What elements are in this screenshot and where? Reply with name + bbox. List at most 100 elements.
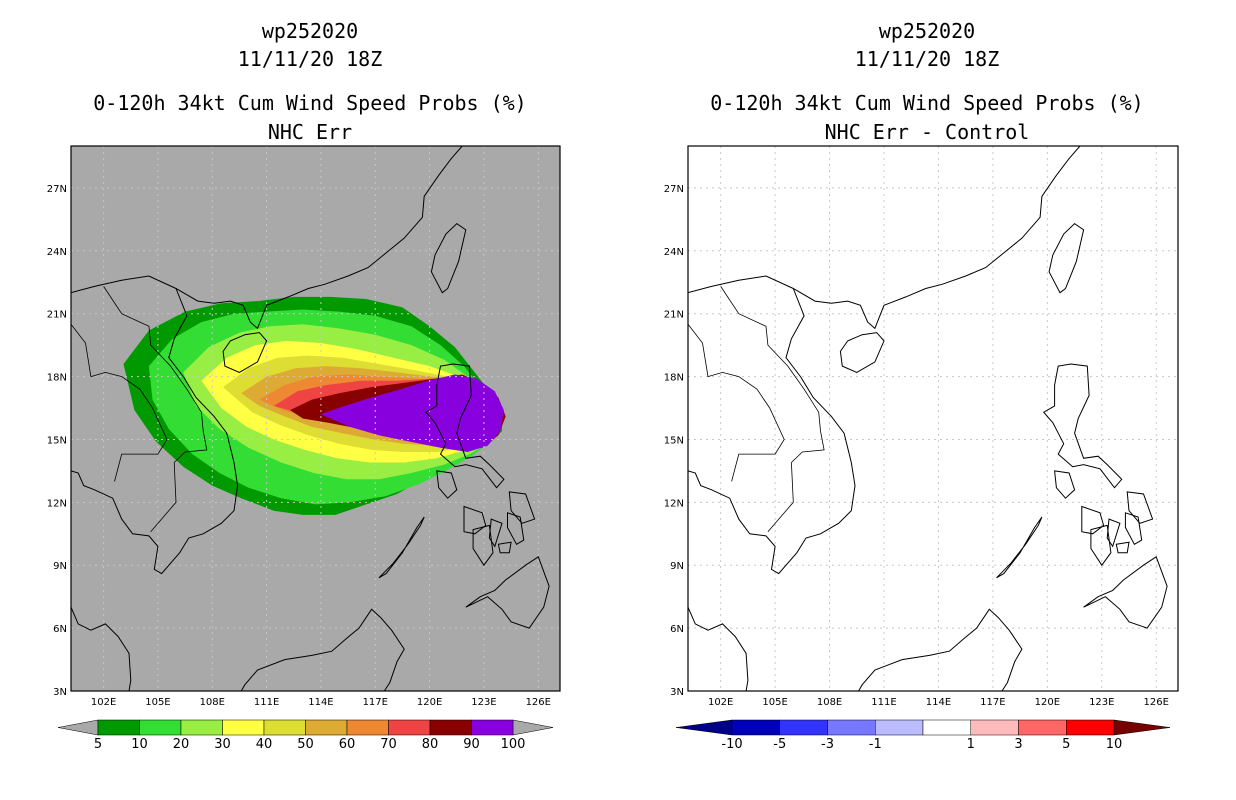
colorbar-left-arrow xyxy=(57,719,99,736)
lat-label: 18N xyxy=(664,373,684,384)
map-content xyxy=(71,146,560,691)
cambodia-border xyxy=(767,462,794,532)
vietnam-coast xyxy=(688,288,856,575)
left-colorbar: 5 10 20 30 40 50 60 70 80 90 100 xyxy=(57,719,554,752)
left-map-panel: 27N 24N 21N 18N 15N 12N 9N 6N 3N 102E 105E 108E 111E… xyxy=(47,145,561,708)
left-title-variant: NHC Err xyxy=(267,120,353,144)
prob-contour-90 xyxy=(320,374,504,452)
colorbar-right-arrow xyxy=(1113,719,1171,736)
leyte-island xyxy=(507,512,525,545)
laos-border xyxy=(103,286,208,463)
bohol-island xyxy=(1115,541,1130,554)
colorbar-swatch xyxy=(222,719,265,736)
left-title-storm: wp252020 xyxy=(261,19,359,43)
colorbar-swatch xyxy=(1018,719,1067,736)
lon-label: 123E xyxy=(471,697,496,708)
samar-island xyxy=(508,491,536,524)
lat-label: 24N xyxy=(664,247,684,258)
mindoro-island xyxy=(1054,470,1076,499)
lon-label: 120E xyxy=(417,697,442,708)
right-map-panel: 27N 24N 21N 18N 15N 12N 9N 6N 3N 102E 105E 108E 111E… xyxy=(664,145,1179,708)
map-frame xyxy=(70,145,561,692)
negros-island xyxy=(1090,524,1112,567)
colorbar-label: -3 xyxy=(821,737,834,752)
luzon-island xyxy=(1042,363,1123,489)
right-title-storm: wp252020 xyxy=(878,19,976,43)
colorbar-label: 60 xyxy=(339,737,356,752)
cebu-island xyxy=(1106,518,1121,548)
colorbar-label: -10 xyxy=(721,737,742,752)
thai-border xyxy=(688,323,785,482)
lon-label: 120E xyxy=(1035,697,1060,708)
colorbar-label: -1 xyxy=(869,737,882,752)
vietnam-coast xyxy=(71,288,239,575)
lat-label: 9N xyxy=(53,561,67,572)
lon-label: 117E xyxy=(363,697,388,708)
lon-label: 126E xyxy=(526,697,551,708)
borneo-coast xyxy=(858,608,1023,691)
colorbar-label: 50 xyxy=(297,737,314,752)
colorbar-label: 80 xyxy=(422,737,439,752)
colorbar-swatch xyxy=(139,719,182,736)
colorbar-swatch xyxy=(429,719,472,736)
lon-label: 111E xyxy=(871,697,896,708)
malay-coast xyxy=(688,606,749,691)
colorbar-swatch xyxy=(827,719,876,736)
borneo-coast xyxy=(240,608,405,691)
samar-island xyxy=(1126,491,1154,524)
mindoro-island xyxy=(436,470,458,499)
taiwan-island xyxy=(430,222,467,294)
colorbar-swatch xyxy=(471,719,514,736)
colorbar-label: 3 xyxy=(1014,737,1022,752)
colorbar-swatch xyxy=(922,719,971,736)
taiwan-island xyxy=(1048,222,1085,294)
lon-label: 105E xyxy=(762,697,787,708)
lon-label: 126E xyxy=(1144,697,1169,708)
lon-label: 102E xyxy=(708,697,733,708)
panay-island xyxy=(1081,505,1105,535)
map-content xyxy=(688,146,1178,691)
luzon-island xyxy=(425,363,505,489)
lat-label: 21N xyxy=(47,310,67,321)
colorbar-label: 10 xyxy=(1106,737,1123,752)
lon-label: 102E xyxy=(91,697,116,708)
colorbar-label: 10 xyxy=(131,737,148,752)
palawan-island xyxy=(378,516,425,579)
lat-label: 27N xyxy=(664,184,684,195)
map-frame xyxy=(687,145,1179,692)
colorbar-label: 70 xyxy=(380,737,397,752)
lon-label: 111E xyxy=(254,697,279,708)
colorbar-swatch xyxy=(875,719,924,736)
palawan-island xyxy=(996,516,1043,579)
lat-label: 24N xyxy=(47,247,67,258)
lon-label: 114E xyxy=(926,697,951,708)
left-title-date: 11/11/20 18Z xyxy=(237,47,383,71)
lat-label: 27N xyxy=(47,184,67,195)
cebu-island xyxy=(488,518,503,548)
laos-border xyxy=(720,286,825,463)
lat-label: 9N xyxy=(670,561,684,572)
left-title-product: 0-120h 34kt Cum Wind Speed Probs (%) xyxy=(93,91,527,115)
lat-label: 18N xyxy=(47,373,67,384)
lat-label: 12N xyxy=(47,498,67,509)
right-title-variant: NHC Err - Control xyxy=(824,120,1030,144)
china-coast xyxy=(688,146,1081,330)
colorbar-label: 40 xyxy=(256,737,273,752)
panay-island xyxy=(463,505,487,535)
colorbar-label: -5 xyxy=(773,737,786,752)
thai-border xyxy=(71,323,168,482)
lat-label: 3N xyxy=(53,687,67,698)
colorbar-swatch xyxy=(346,719,389,736)
colorbar-label: 5 xyxy=(94,737,102,752)
lat-label: 3N xyxy=(670,687,684,698)
lon-label: 114E xyxy=(308,697,333,708)
colorbar-swatch xyxy=(180,719,223,736)
negros-island xyxy=(472,524,494,567)
lat-label: 15N xyxy=(47,435,67,446)
leyte-island xyxy=(1124,512,1143,545)
china-coast xyxy=(71,146,463,330)
lat-label: 12N xyxy=(664,498,684,509)
colorbar-swatch xyxy=(388,719,431,736)
malay-coast xyxy=(71,607,132,691)
